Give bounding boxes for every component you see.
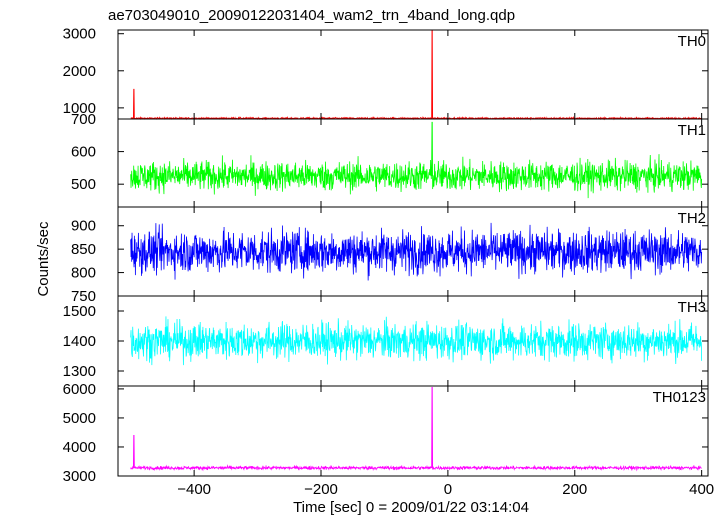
panel-th2: TH2 750 800 850 900 bbox=[71, 206, 709, 305]
y-tick-label: 3000 bbox=[63, 468, 96, 485]
series-line-th0123 bbox=[130, 387, 702, 472]
x-tick-label: −200 bbox=[304, 481, 338, 498]
y-tick-label: 500 bbox=[71, 176, 96, 193]
series-line-th2 bbox=[130, 222, 703, 281]
y-axis-label: Counts/sec bbox=[35, 221, 52, 297]
panel-th1: TH1 500 600 700 bbox=[71, 111, 709, 208]
y-tick-label: 1000 bbox=[63, 100, 96, 117]
panel-frame bbox=[117, 29, 709, 120]
x-tick-label: 400 bbox=[689, 481, 714, 498]
series-line-th3 bbox=[130, 316, 703, 366]
y-tick-label: 3000 bbox=[63, 26, 96, 43]
series-line-th0 bbox=[130, 30, 702, 121]
series-label: TH1 bbox=[678, 122, 706, 139]
series-label: TH2 bbox=[678, 210, 706, 227]
y-tick-label: 750 bbox=[71, 288, 96, 305]
x-tick-label: −400 bbox=[177, 481, 211, 498]
series-line-th1 bbox=[130, 121, 703, 199]
series-label: TH0 bbox=[678, 33, 706, 50]
y-tick-label: 900 bbox=[71, 218, 96, 235]
y-tick-label: 5000 bbox=[63, 410, 96, 427]
panels-group: TH0 1000 2000 3000 TH1 500 600 700 TH2 750 800 850 9… bbox=[63, 26, 709, 485]
series-label: TH0123 bbox=[653, 389, 706, 406]
panel-th0: TH0 1000 2000 3000 bbox=[63, 26, 709, 121]
y-tick-label: 2000 bbox=[63, 63, 96, 80]
y-tick-label: 1400 bbox=[63, 333, 96, 350]
y-tick-label: 1300 bbox=[63, 363, 96, 380]
y-tick-label: 6000 bbox=[63, 381, 96, 398]
y-tick-label: 1500 bbox=[63, 303, 96, 320]
x-tick-label: 200 bbox=[562, 481, 587, 498]
y-tick-label: 4000 bbox=[63, 439, 96, 456]
panel-frame bbox=[117, 385, 709, 477]
y-tick-label: 600 bbox=[71, 144, 96, 161]
y-tick-label: 700 bbox=[71, 111, 96, 128]
x-axis-label: Time [sec] 0 = 2009/01/22 03:14:04 bbox=[293, 499, 529, 516]
chart-title: ae703049010_20090122031404_wam2_trn_4ban… bbox=[108, 7, 515, 24]
y-tick-label: 850 bbox=[71, 241, 96, 258]
series-label: TH3 bbox=[678, 299, 706, 316]
x-tick-label: 0 bbox=[444, 481, 452, 498]
x-tick-labels: −400 −200 0 200 400 bbox=[177, 481, 714, 498]
panel-th0123: TH0123 3000 4000 5000 6000 bbox=[63, 381, 709, 485]
panel-th3: TH3 1300 1400 1500 bbox=[63, 295, 709, 387]
y-tick-label: 800 bbox=[71, 265, 96, 282]
